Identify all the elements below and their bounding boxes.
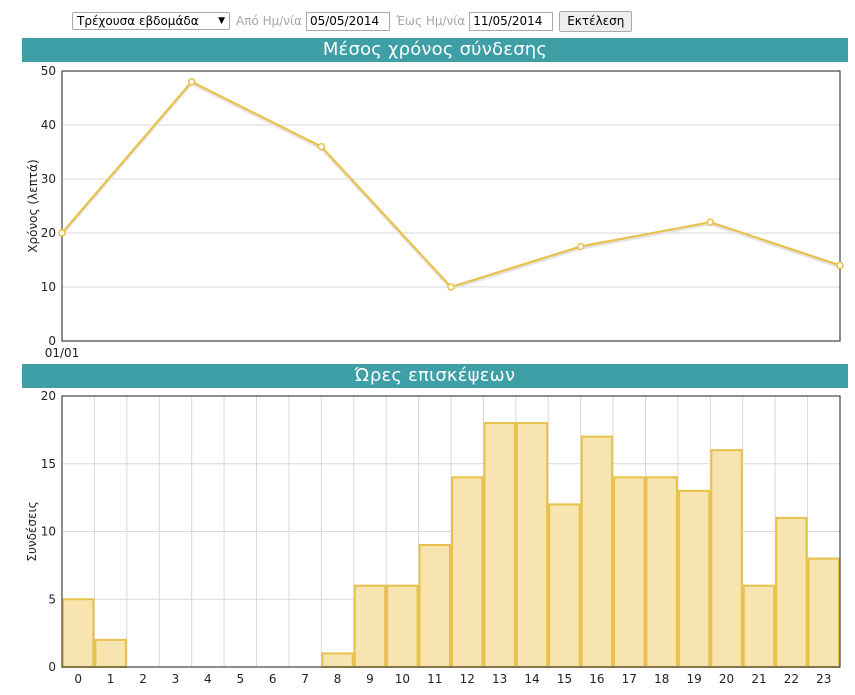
to-date-label: Έως Ημ/νία	[395, 14, 466, 28]
bar-x-tick-label: 19	[686, 672, 701, 686]
bar-y-tick-label: 20	[41, 389, 56, 403]
bar-y-tick-label: 5	[48, 592, 56, 606]
bar-x-tick-label: 8	[334, 672, 342, 686]
line-plot-frame	[61, 70, 841, 342]
bar	[515, 422, 549, 668]
bar	[353, 584, 387, 669]
bar-y-tick-label: 0	[48, 660, 56, 674]
line-point	[447, 283, 455, 291]
bar	[807, 557, 840, 668]
bar	[613, 476, 646, 668]
bar	[580, 435, 614, 668]
bar-x-tick-label: 3	[172, 672, 180, 686]
bar	[548, 503, 581, 668]
line-y-axis-title: Χρόνος (λεπτά)	[26, 159, 40, 252]
line-chart-title: Μέσος χρόνος σύνδεσης	[22, 38, 848, 62]
bar	[386, 584, 419, 669]
bar-y-axis-title: Συνδέσεις	[25, 501, 39, 561]
bar	[645, 476, 678, 668]
bar-x-tick-label: 11	[427, 672, 442, 686]
bar	[418, 544, 452, 668]
bar-x-tick-label: 15	[557, 672, 572, 686]
line-y-tick-label: 50	[41, 64, 56, 78]
bar-x-tick-label: 9	[366, 672, 374, 686]
bar-y-tick-label: 10	[41, 525, 56, 539]
bar-chart-title: Ώρες επισκέψεων	[22, 364, 848, 388]
line-point	[836, 261, 844, 270]
bar	[94, 638, 127, 669]
line-y-tick-label: 30	[41, 172, 56, 186]
bar-x-tick-label: 20	[719, 672, 734, 686]
chevron-down-icon: ▼	[218, 16, 225, 26]
line-point	[317, 142, 326, 151]
bar-x-tick-label: 2	[139, 672, 147, 686]
bar-x-tick-label: 1	[107, 672, 115, 686]
bar-x-tick-label: 6	[269, 672, 277, 686]
line-point	[58, 229, 66, 237]
line-x-tick-label: 01/01	[45, 346, 80, 360]
period-select-value: Τρέχουσα εβδομάδα	[77, 14, 199, 28]
line-y-tick-label: 10	[41, 280, 56, 294]
bar	[775, 516, 808, 669]
bar-plot-frame	[61, 395, 841, 668]
from-date-input[interactable]	[305, 11, 390, 31]
filter-toolbar: Τρέχουσα εβδομάδα ▼ Από Ημ/νία Έως Ημ/νί…	[72, 10, 633, 32]
bar-x-tick-label: 13	[492, 672, 507, 686]
line-plot-area	[62, 71, 840, 341]
bar-x-tick-label: 16	[589, 672, 604, 686]
line-point	[576, 242, 585, 251]
bar	[62, 598, 95, 668]
run-button[interactable]: Εκτέλεση	[559, 10, 633, 32]
bar	[742, 584, 776, 669]
bar-x-tick-label: 18	[654, 672, 669, 686]
bar	[321, 652, 354, 669]
line-y-tick-label: 40	[41, 118, 56, 132]
bar-x-tick-label: 14	[524, 672, 539, 686]
bar-x-tick-label: 12	[460, 672, 475, 686]
bar-x-tick-label: 4	[204, 672, 212, 686]
bar	[710, 449, 743, 669]
bar	[451, 476, 484, 668]
bar-x-tick-label: 0	[74, 672, 82, 686]
bar-x-tick-label: 22	[784, 672, 799, 686]
period-select[interactable]: Τρέχουσα εβδομάδα ▼	[72, 12, 230, 30]
bar	[483, 422, 516, 668]
line-y-tick-label: 0	[48, 334, 56, 348]
bar-x-tick-label: 23	[816, 672, 831, 686]
bar-x-tick-label: 17	[622, 672, 637, 686]
from-date-label: Από Ημ/νία	[236, 14, 302, 28]
bar-x-tick-label: 10	[395, 672, 410, 686]
to-date-input[interactable]	[469, 11, 554, 31]
bar-x-tick-label: 21	[751, 672, 766, 686]
bar	[677, 489, 711, 668]
bar-y-tick-label: 15	[41, 457, 56, 471]
line-y-tick-label: 20	[41, 226, 56, 240]
line-point	[706, 218, 715, 226]
bar-x-tick-label: 7	[301, 672, 309, 686]
bar-x-tick-label: 5	[236, 672, 244, 686]
line-point	[187, 78, 196, 86]
